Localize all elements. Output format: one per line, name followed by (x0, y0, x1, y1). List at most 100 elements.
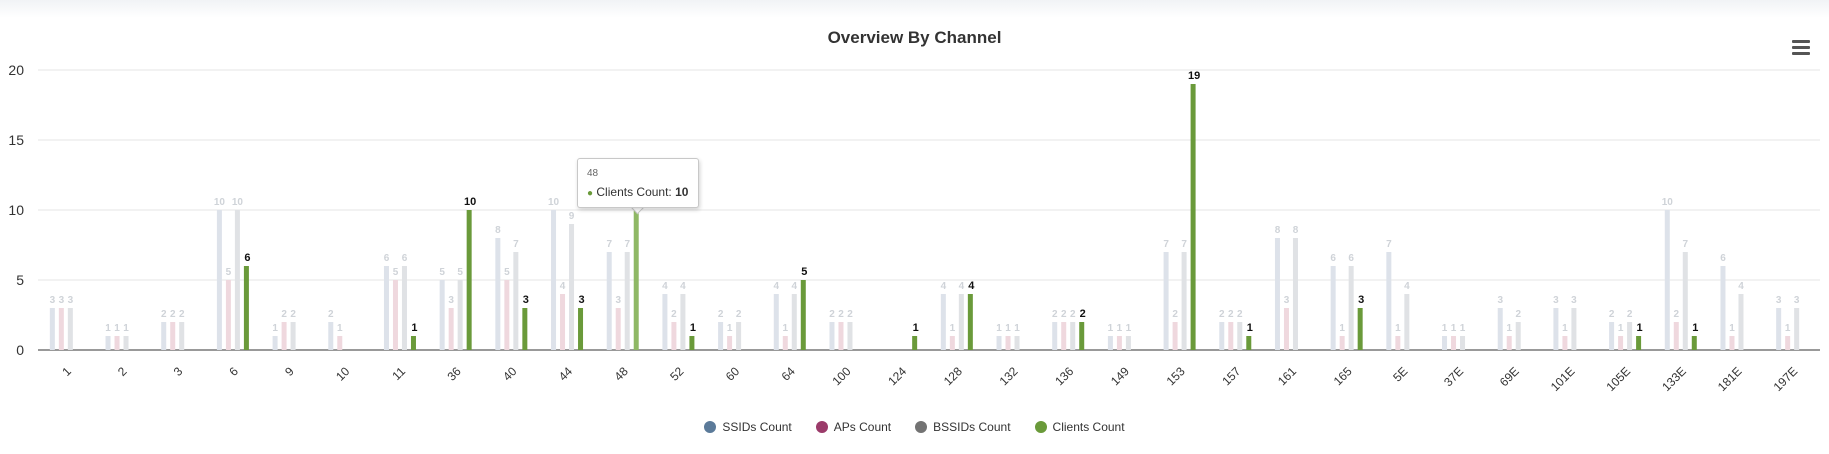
data-label: 9 (569, 211, 575, 222)
bar-ssids-count (1776, 308, 1782, 350)
data-label: 2 (290, 309, 296, 320)
data-label: 3 (448, 295, 454, 306)
data-label: 5 (504, 267, 510, 278)
data-label: 10 (214, 197, 226, 208)
legend-dot-icon (815, 421, 828, 433)
bar-aps-count (1339, 336, 1345, 350)
data-label: 2 (179, 309, 185, 320)
data-label: 4 (792, 281, 798, 292)
data-label: 7 (1386, 239, 1392, 250)
data-label: 2 (161, 309, 167, 320)
bar-ssids-count (718, 322, 724, 350)
bar-aps-count (504, 280, 510, 350)
data-label: 1 (783, 323, 789, 334)
data-label: 4 (959, 281, 965, 292)
bar-clients-count (522, 308, 528, 350)
bar-ssids-count (1609, 322, 1615, 350)
x-tick-label: 11 (389, 364, 408, 383)
bar-ssids-count (606, 252, 612, 350)
bar-bssids-count (179, 322, 185, 350)
bar-aps-count (615, 308, 621, 350)
data-label: 2 (328, 309, 334, 320)
bar-bssids-count (1460, 336, 1466, 350)
x-tick-label: 64 (779, 364, 799, 384)
bar-bssids-count (123, 336, 129, 350)
bar-clients-count (967, 294, 973, 350)
bar-clients-count (1636, 336, 1642, 350)
data-label: 2 (838, 309, 844, 320)
x-tick-label: 197E (1771, 364, 1801, 394)
data-label: 3 (1776, 295, 1782, 306)
bar-aps-count (281, 322, 287, 350)
legend-item-ssids[interactable]: SSIDs Count (704, 420, 792, 434)
bar-bssids-count (1404, 294, 1410, 350)
bar-aps-count (1673, 322, 1679, 350)
data-label: 4 (680, 281, 686, 292)
legend-item-clients[interactable]: Clients Count (1034, 420, 1125, 434)
bar-clients-count (1357, 308, 1363, 350)
bar-clients-count (689, 336, 695, 350)
data-label: 5 (457, 267, 463, 278)
data-label: 1 (337, 323, 343, 334)
data-label: 1 (1014, 323, 1020, 334)
data-label: 1 (950, 323, 956, 334)
data-label: 4 (968, 280, 975, 292)
data-label: 1 (1126, 323, 1132, 334)
bar-bssids-count (1292, 238, 1298, 350)
data-label: 2 (718, 309, 724, 320)
bar-bssids-count (1571, 308, 1577, 350)
bar-bssids-count (1014, 336, 1020, 350)
x-tick-label: 6 (226, 364, 241, 379)
x-tick-label: 128 (941, 364, 965, 388)
data-label: 1 (114, 323, 120, 334)
data-label: 2 (1609, 309, 1615, 320)
data-label: 3 (1358, 294, 1364, 306)
bar-clients-count (633, 210, 639, 350)
data-label: 6 (1348, 253, 1354, 264)
bar-clients-count (1190, 84, 1196, 350)
legend-dot-icon (704, 421, 717, 433)
data-label: 3 (1571, 295, 1577, 306)
bar-clients-count (578, 308, 584, 350)
bar-ssids-count (1107, 336, 1113, 350)
bar-ssids-count (1052, 322, 1058, 350)
data-label: 1 (913, 322, 919, 334)
chart-title: Overview By Channel (827, 28, 1002, 47)
x-tick-label: 37E (1441, 364, 1466, 389)
y-tick-label: 0 (16, 342, 24, 358)
bar-aps-count (1506, 336, 1512, 350)
x-tick-label: 181E (1715, 364, 1745, 394)
data-label: 5 (393, 267, 399, 278)
bar-ssids-count (1664, 210, 1670, 350)
data-label: 4 (1738, 281, 1744, 292)
data-label: 10 (232, 197, 244, 208)
data-label: 2 (1515, 309, 1521, 320)
bar-ssids-count (1163, 252, 1169, 350)
bar-bssids-count (1794, 308, 1800, 350)
legend-item-bssids[interactable]: BSSIDs Count (915, 420, 1011, 434)
bar-ssids-count (49, 308, 55, 350)
hamburger-menu-icon[interactable] (1792, 40, 1810, 56)
bar-clients-count (243, 266, 249, 350)
data-label: 1 (1637, 322, 1643, 334)
data-label: 1 (1442, 323, 1448, 334)
bar-bssids-count (457, 280, 463, 350)
data-label: 3 (1284, 295, 1290, 306)
bar-clients-count (1079, 322, 1085, 350)
bar-ssids-count (105, 336, 111, 350)
x-tick-label: 2 (115, 364, 130, 379)
data-label: 7 (1683, 239, 1689, 250)
bar-ssids-count (1497, 308, 1503, 350)
data-label: 3 (59, 295, 65, 306)
x-tick-label: 44 (556, 364, 576, 384)
bar-ssids-count (216, 210, 222, 350)
bar-bssids-count (569, 224, 575, 350)
bar-bssids-count (624, 252, 630, 350)
data-label: 5 (439, 267, 445, 278)
data-label: 2 (1219, 309, 1225, 320)
bar-ssids-count (940, 294, 946, 350)
x-tick-label: 124 (885, 364, 909, 388)
legend-item-aps[interactable]: APs Count (815, 420, 891, 434)
data-label: 3 (523, 294, 529, 306)
tooltip-series-label: Clients Count: (596, 185, 676, 199)
